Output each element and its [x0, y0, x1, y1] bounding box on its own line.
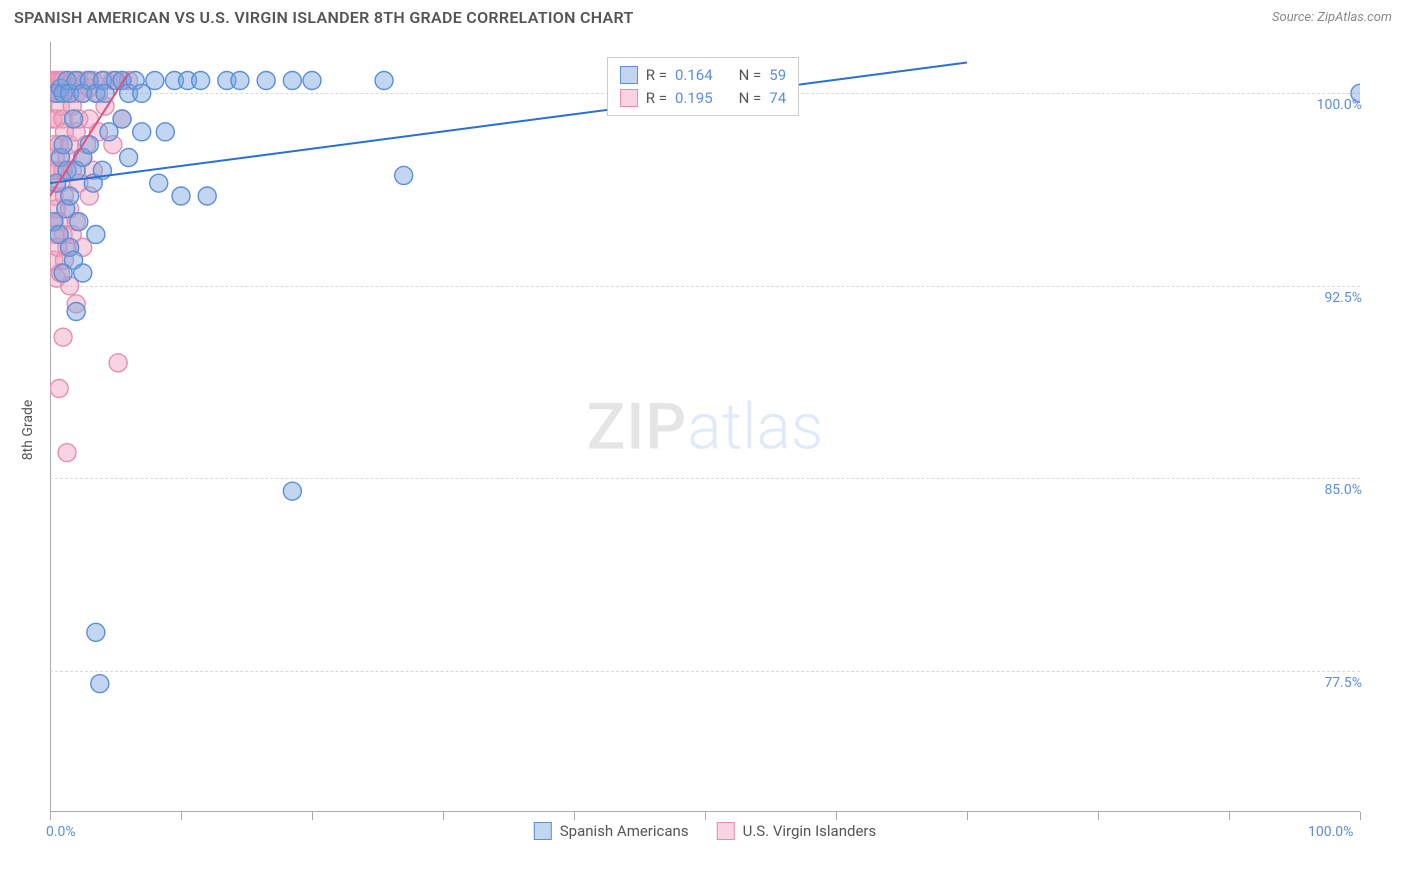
series-legend: Spanish Americans U.S. Virgin Islanders: [534, 822, 876, 840]
x-tick: [967, 812, 968, 820]
x-tick: [836, 812, 837, 820]
data-point: [395, 166, 413, 184]
data-point: [87, 623, 105, 641]
data-point: [283, 482, 301, 500]
data-point: [65, 110, 83, 128]
scatter-plot: [50, 42, 1360, 812]
data-point: [231, 72, 249, 90]
x-tick: [443, 812, 444, 820]
x-tick: [312, 812, 313, 820]
data-point: [156, 123, 174, 141]
series-legend-item: Spanish Americans: [534, 822, 689, 840]
data-point: [91, 675, 109, 693]
correlation-legend-row: R = 0.164 N = 59: [620, 64, 786, 87]
x-tick: [1360, 812, 1361, 820]
data-point: [61, 187, 79, 205]
data-point: [70, 213, 88, 231]
data-point: [146, 72, 164, 90]
n-value: 59: [769, 64, 786, 87]
x-tick: [705, 812, 706, 820]
data-point: [58, 444, 76, 462]
chart-area: 100.0%92.5%85.0%77.5% 0.0%100.0% ZIPatla…: [50, 42, 1360, 812]
x-tick: [1098, 812, 1099, 820]
r-value: 0.195: [675, 87, 713, 110]
n-label: N =: [739, 64, 762, 87]
y-axis-label: 8th Grade: [20, 400, 36, 461]
data-point: [67, 303, 85, 321]
series-name: U.S. Virgin Islanders: [743, 822, 877, 840]
legend-swatch: [534, 822, 552, 840]
x-tick: [574, 812, 575, 820]
n-label: N =: [739, 87, 762, 110]
legend-swatch: [717, 822, 735, 840]
legend-swatch: [620, 66, 638, 84]
data-point: [150, 174, 168, 192]
r-label: R =: [646, 87, 667, 110]
data-point: [54, 328, 72, 346]
legend-swatch: [620, 89, 638, 107]
r-label: R =: [646, 64, 667, 87]
x-tick: [1229, 812, 1230, 820]
x-tick: [50, 812, 51, 820]
x-tick: [181, 812, 182, 820]
data-point: [283, 72, 301, 90]
data-point: [113, 110, 131, 128]
data-point: [74, 264, 92, 282]
series-legend-item: U.S. Virgin Islanders: [717, 822, 877, 840]
chart-title: SPANISH AMERICAN VS U.S. VIRGIN ISLANDER…: [14, 8, 634, 27]
data-point: [303, 72, 321, 90]
correlation-legend-row: R = 0.195 N = 74: [620, 87, 786, 110]
data-point: [198, 187, 216, 205]
data-point: [109, 354, 127, 372]
series-name: Spanish Americans: [560, 822, 689, 840]
data-point: [172, 187, 190, 205]
source-label: Source: ZipAtlas.com: [1272, 10, 1392, 25]
data-point: [257, 72, 275, 90]
x-tick-label: 0.0%: [46, 824, 76, 840]
data-point: [375, 72, 393, 90]
data-point: [54, 136, 72, 154]
r-value: 0.164: [675, 64, 713, 87]
data-point: [1351, 84, 1360, 102]
data-point: [50, 380, 68, 398]
x-tick-label: 100.0%: [1308, 824, 1353, 840]
data-point: [87, 226, 105, 244]
data-point: [192, 72, 210, 90]
n-value: 74: [769, 87, 786, 110]
data-point: [133, 123, 151, 141]
correlation-legend: R = 0.164 N = 59 R = 0.195 N = 74: [607, 57, 799, 116]
data-point: [120, 149, 138, 167]
